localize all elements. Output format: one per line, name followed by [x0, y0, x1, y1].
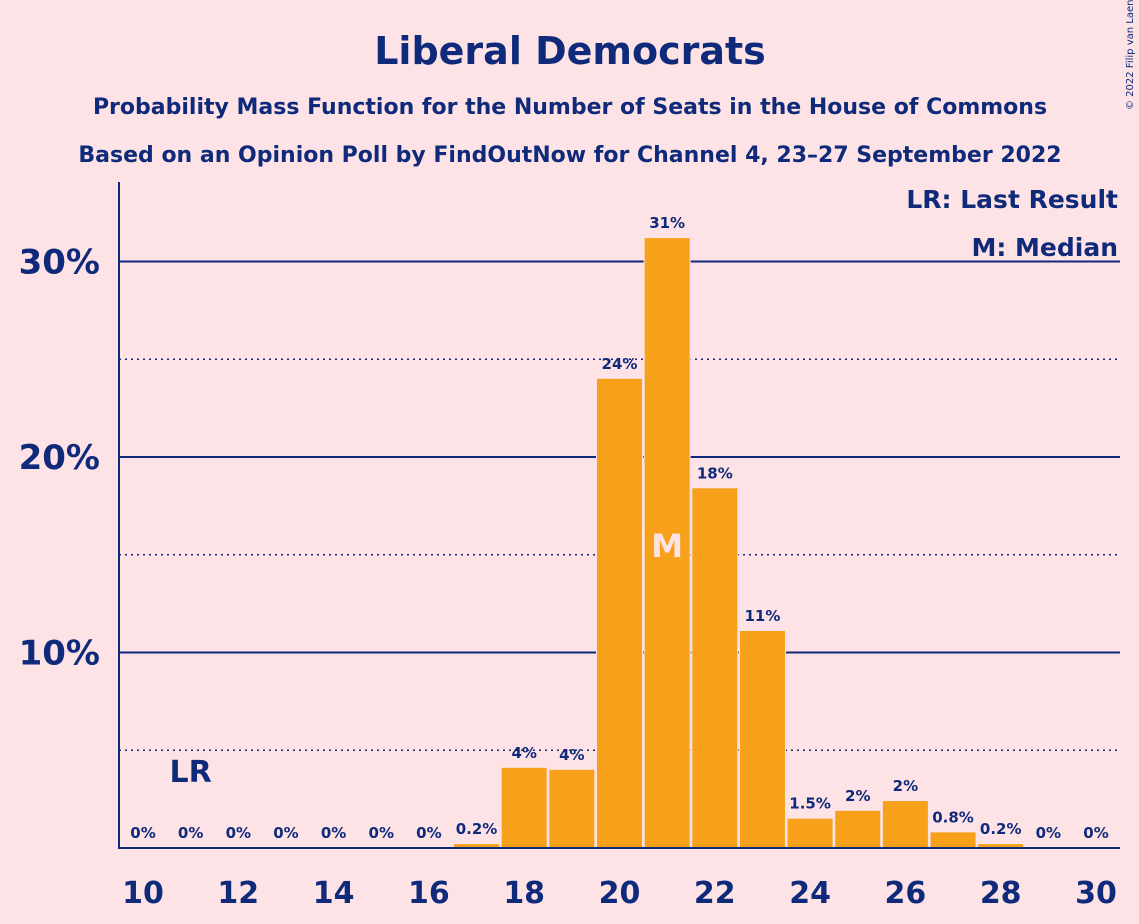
data-label-28: 0.2% — [980, 820, 1022, 838]
data-labels: 0% 0% 0% 0% 0% 0% 0% 0.2% 4% 4% 24% 31% 18% 11% 1.5% 2%… — [130, 214, 1108, 842]
bars — [453, 237, 1025, 849]
x-axis-ticks: 10 12 14 16 18 20 22 24 26 28 30 — [122, 876, 1117, 911]
x-tick-label: 24 — [789, 876, 831, 911]
data-label-16: 0% — [416, 824, 441, 842]
x-tick-label: 14 — [313, 876, 355, 911]
bar-19 — [549, 769, 595, 848]
x-tick-label: 28 — [980, 876, 1022, 911]
bar-28 — [978, 844, 1024, 848]
data-label-17: 0.2% — [456, 820, 498, 838]
data-label-29: 0% — [1036, 824, 1061, 842]
x-tick-label: 12 — [217, 876, 259, 911]
x-tick-label: 22 — [694, 876, 736, 911]
chart-subtitle-line-2: Based on an Opinion Poll by FindOutNow f… — [78, 143, 1061, 168]
data-label-25: 2% — [845, 787, 870, 805]
data-label-27: 0.8% — [932, 808, 974, 826]
annotations: LR M — [170, 527, 684, 790]
bar-21 — [644, 238, 690, 849]
x-tick-label: 10 — [122, 876, 164, 911]
data-label-15: 0% — [369, 824, 394, 842]
bar-23 — [739, 630, 785, 848]
median-marker: M — [651, 527, 683, 565]
x-tick-label: 20 — [599, 876, 641, 911]
y-tick-label: 30% — [19, 243, 100, 283]
last-result-marker: LR — [170, 755, 212, 790]
chart-title: Liberal Democrats — [374, 29, 766, 73]
chart-subtitle-line-1: Probability Mass Function for the Number… — [93, 95, 1047, 120]
x-tick-label: 26 — [885, 876, 927, 911]
legend: LR: Last Result M: Median — [906, 185, 1118, 262]
bar-27 — [930, 832, 976, 848]
y-tick-label: 10% — [19, 634, 100, 674]
data-label-26: 2% — [893, 777, 918, 795]
data-label-21: 31% — [649, 214, 685, 232]
x-tick-label: 30 — [1075, 876, 1117, 911]
y-axis-ticks: 10% 20% 30% — [19, 243, 100, 674]
data-label-11: 0% — [178, 824, 203, 842]
data-label-30: 0% — [1083, 824, 1108, 842]
bar-20 — [597, 378, 642, 848]
bar-26 — [882, 801, 928, 848]
x-tick-label: 18 — [503, 876, 545, 911]
data-label-14: 0% — [321, 824, 346, 842]
bar-18 — [501, 767, 547, 848]
data-label-24: 1.5% — [789, 795, 831, 813]
data-label-12: 0% — [226, 824, 251, 842]
bar-17 — [454, 844, 500, 848]
data-label-20: 24% — [602, 355, 638, 373]
y-tick-label: 20% — [19, 438, 100, 478]
bar-24 — [787, 818, 833, 848]
data-label-23: 11% — [744, 607, 780, 625]
copyright-notice: © 2022 Filip van Laenen — [1125, 0, 1136, 110]
data-label-18: 4% — [511, 744, 536, 762]
bar-22 — [692, 488, 738, 848]
x-tick-label: 16 — [408, 876, 450, 911]
legend-median: M: Median — [971, 233, 1118, 262]
data-label-22: 18% — [697, 464, 733, 482]
bar-25 — [835, 810, 881, 848]
legend-last-result: LR: Last Result — [906, 185, 1118, 214]
data-label-19: 4% — [559, 746, 584, 764]
data-label-10: 0% — [130, 824, 155, 842]
data-label-13: 0% — [273, 824, 298, 842]
